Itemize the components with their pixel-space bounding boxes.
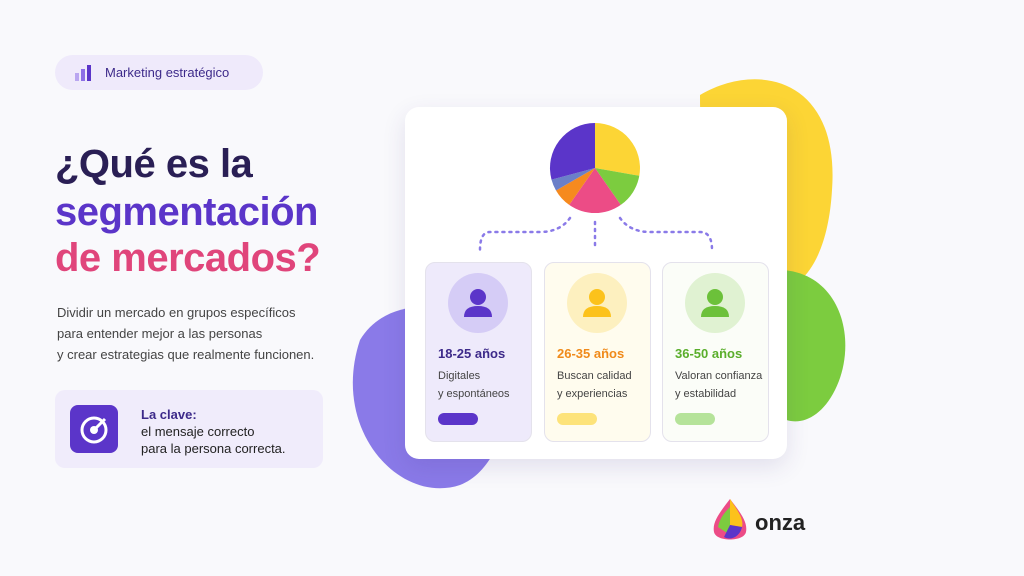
card-line: Valoran confianza bbox=[675, 370, 763, 382]
logo-mark bbox=[713, 499, 747, 540]
key-label: La clave: bbox=[141, 407, 197, 422]
card: 26-35 años Buscan calidad y experiencias bbox=[544, 262, 651, 442]
avatar bbox=[567, 273, 627, 333]
logo-text: onza bbox=[755, 510, 806, 535]
title-line: de mercados? bbox=[55, 236, 321, 280]
description-line: para entender mejor a las personas bbox=[57, 326, 263, 341]
card-line: Buscan calidad bbox=[557, 370, 632, 382]
pill bbox=[675, 413, 715, 425]
pie-slice bbox=[595, 123, 640, 176]
title-line: ¿Qué es la bbox=[55, 142, 253, 186]
pie-slice bbox=[549, 122, 595, 180]
bar-icon bbox=[75, 65, 91, 81]
card: 36-50 años Valoran confianza y estabilida… bbox=[662, 262, 769, 442]
target-icon bbox=[70, 405, 118, 453]
pie-slice bbox=[595, 168, 640, 205]
card-line: y espontáneos bbox=[438, 388, 510, 400]
key-box: La clave: el mensaje correcto para la pe… bbox=[55, 390, 323, 468]
pill bbox=[557, 413, 597, 425]
pie-slice bbox=[569, 168, 621, 214]
card-desc: Digitales y espontáneos bbox=[438, 367, 510, 403]
card: 18-25 años Digitales y espontáneos bbox=[425, 262, 532, 442]
card-line: y experiencias bbox=[557, 388, 628, 400]
card-desc: Buscan calidad y experiencias bbox=[557, 367, 632, 403]
card-age: 36-50 años bbox=[675, 346, 743, 361]
card-line: Digitales bbox=[438, 370, 481, 382]
title-line: segmentación bbox=[55, 190, 318, 234]
connectors bbox=[478, 216, 714, 252]
description-line: Dividir un mercado en grupos específicos bbox=[57, 305, 296, 320]
key-text: La clave: el mensaje correcto para la pe… bbox=[141, 406, 286, 457]
pill bbox=[438, 413, 478, 425]
description: Dividir un mercado en grupos específicos… bbox=[57, 302, 314, 365]
card-line: y estabilidad bbox=[675, 388, 737, 400]
badge: Marketing estratégico bbox=[55, 55, 263, 90]
card-age: 18-25 años bbox=[438, 346, 506, 361]
pie-slice bbox=[556, 168, 595, 205]
card-age: 26-35 años bbox=[557, 346, 625, 361]
key-line: para la persona correcta. bbox=[141, 441, 286, 456]
avatar bbox=[448, 273, 508, 333]
badge-text: Marketing estratégico bbox=[105, 65, 230, 80]
key-line: el mensaje correcto bbox=[141, 424, 255, 439]
pie-slice bbox=[551, 168, 595, 191]
description-line: y crear estrategias que realmente funcio… bbox=[57, 347, 315, 362]
avatar bbox=[685, 273, 745, 333]
card-desc: Valoran confianza y estabilidad bbox=[675, 367, 762, 403]
